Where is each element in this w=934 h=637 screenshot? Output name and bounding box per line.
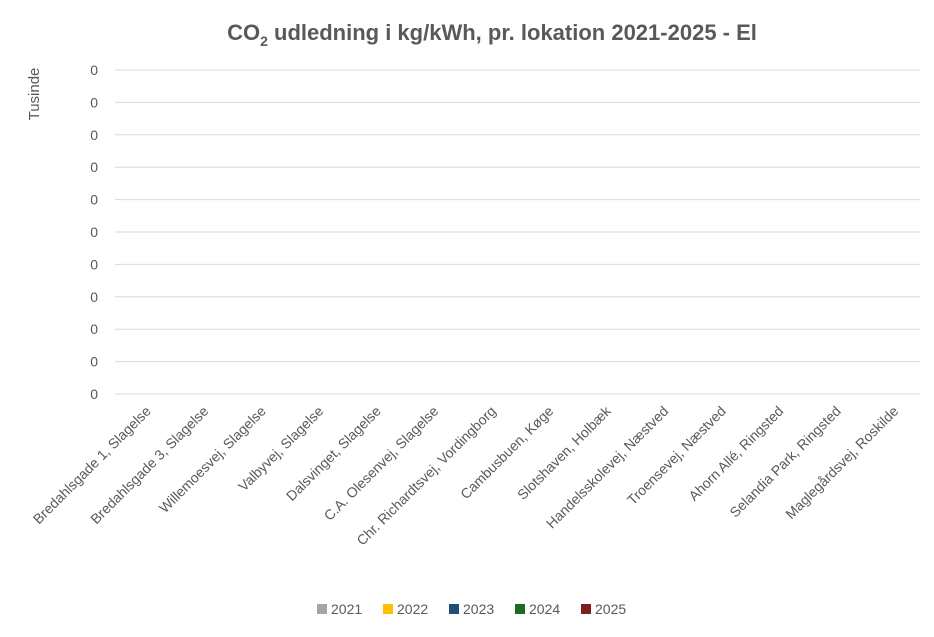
x-tick-label: Dalsvinget, Slagelse (283, 403, 384, 504)
chart-title-subscript: 2 (260, 33, 268, 49)
legend-label: 2023 (463, 601, 494, 617)
x-tick-label: Troensevej, Næstved (624, 403, 729, 508)
x-tick-label: Ahorn Allé, Ringsted (685, 403, 786, 504)
x-tick-label: Bredahlsgade 3, Slagelse (87, 403, 211, 527)
y-tick-label: 0 (90, 224, 98, 240)
chart-title-suffix: udledning i kg/kWh, pr. lokation 2021-20… (268, 20, 757, 45)
legend-label: 2022 (397, 601, 428, 617)
x-tick-label: Selandia Park, Ringsted (726, 403, 844, 521)
legend-swatch (317, 604, 327, 614)
legend-swatch (449, 604, 459, 614)
y-tick-label: 0 (90, 256, 98, 272)
y-axis-label: Tusinde (26, 68, 43, 121)
legend: 2021 2022 2023 2024 2025 (317, 601, 626, 617)
x-tick-label: Slotshaven, Holbæk (514, 402, 615, 503)
y-tick-label: 0 (90, 127, 98, 143)
x-tick-label: C.A. Olesenvej, Slagelse (321, 403, 442, 524)
y-tick-label: 0 (90, 354, 98, 370)
y-tick-label: 0 (90, 321, 98, 337)
chart-title: CO2 udledning i kg/kWh, pr. lokation 202… (227, 20, 757, 49)
legend-swatch (581, 604, 591, 614)
y-tick-label: 0 (90, 289, 98, 305)
y-tick-label: 0 (90, 94, 98, 110)
y-tick-labels: 0 0 0 0 0 0 0 0 0 0 0 (90, 62, 98, 402)
legend-label: 2021 (331, 601, 362, 617)
y-tick-label: 0 (90, 62, 98, 78)
x-tick-label: Maglegårdsvej, Roskilde (782, 403, 901, 522)
y-tick-label: 0 (90, 192, 98, 208)
x-tick-label: Willemoesvej, Slagelse (156, 403, 269, 516)
x-tick-label: Bredahlsgade 1, Slagelse (30, 403, 154, 527)
legend-swatch (515, 604, 525, 614)
legend-label: 2024 (529, 601, 560, 617)
chart-title-prefix: CO (227, 20, 260, 45)
legend-label: 2025 (595, 601, 626, 617)
y-tick-label: 0 (90, 159, 98, 175)
gridlines (115, 69, 920, 395)
legend-swatch (383, 604, 393, 614)
y-tick-label: 0 (90, 386, 98, 402)
